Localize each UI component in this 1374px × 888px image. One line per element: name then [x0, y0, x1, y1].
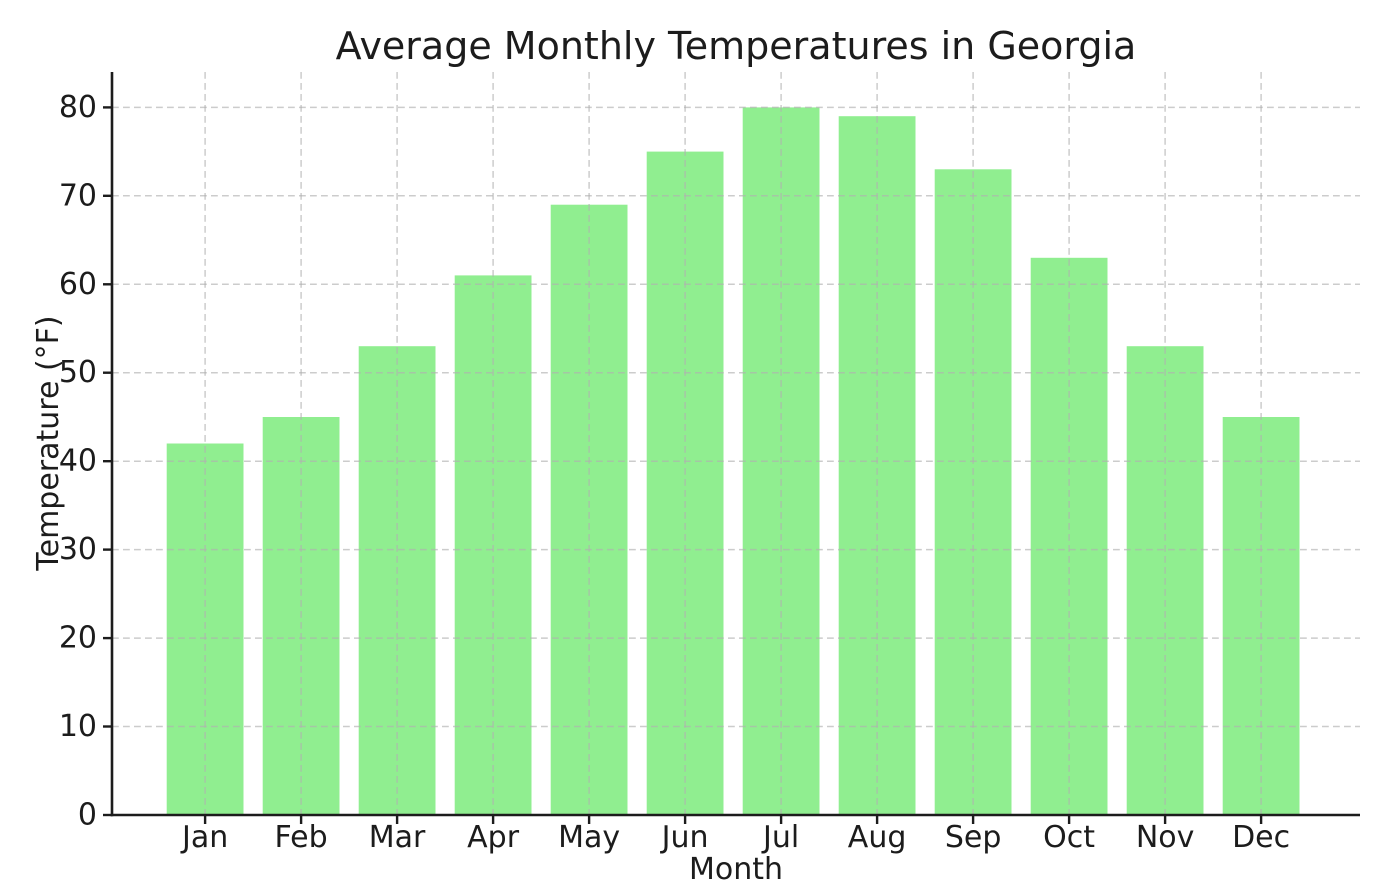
y-tick-label: 10: [59, 709, 97, 744]
y-axis-label: Temperature (°F): [31, 315, 66, 571]
x-axis-label: Month: [689, 852, 783, 887]
x-tick-label: Feb: [275, 820, 328, 855]
y-tick-label: 60: [59, 267, 97, 302]
x-tick-label: Jul: [761, 820, 799, 855]
x-tick-label: Apr: [467, 820, 520, 855]
y-tick-label: 0: [78, 798, 97, 833]
y-tick-label: 30: [59, 532, 97, 567]
x-tick-label: Jun: [660, 820, 709, 855]
x-tick-label: Jan: [180, 820, 228, 855]
x-tick-label: May: [558, 820, 620, 855]
x-tick-label: Dec: [1232, 820, 1290, 855]
chart-title: Average Monthly Temperatures in Georgia: [336, 24, 1137, 68]
x-tick-label: Aug: [848, 820, 907, 855]
y-tick-label: 40: [59, 444, 97, 479]
gridlines-group: [112, 72, 1360, 815]
y-tick-label: 80: [59, 90, 97, 125]
x-tick-label: Oct: [1043, 820, 1095, 855]
x-tick-label: Nov: [1136, 820, 1195, 855]
x-tick-label: Mar: [369, 820, 426, 855]
x-tick-label: Sep: [945, 820, 1002, 855]
tick-labels-group: 0 10 20 30 40 50 60 70 80 Jan Feb Mar Apr May Jun Jul Au…: [59, 90, 1290, 855]
tick-marks-group: [103, 106, 1263, 824]
y-tick-label: 70: [59, 178, 97, 213]
y-tick-label: 20: [59, 621, 97, 656]
y-tick-label: 50: [59, 355, 97, 390]
